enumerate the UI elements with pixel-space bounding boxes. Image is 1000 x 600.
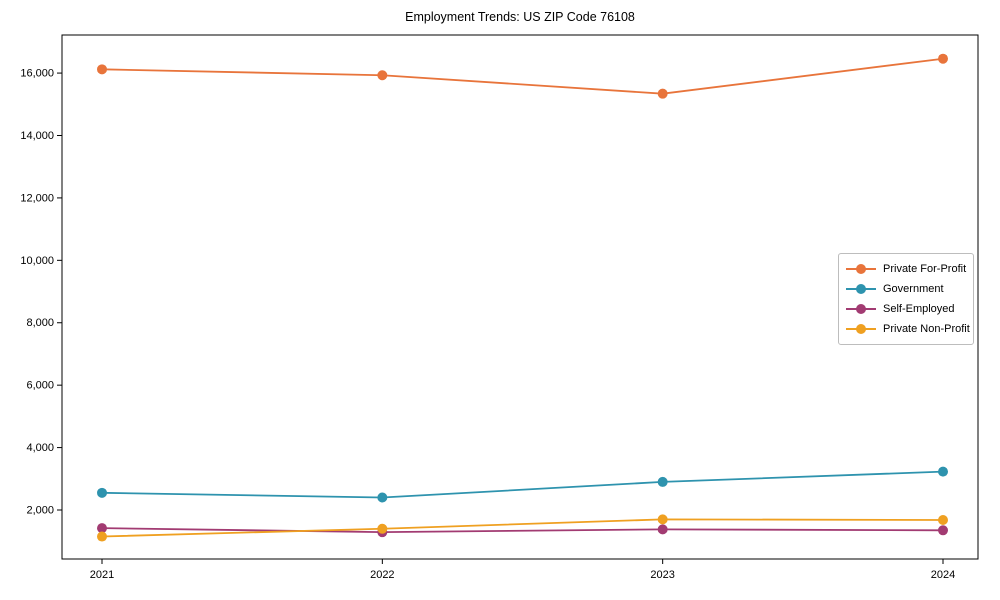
data-point-private-for-profit: [657, 88, 668, 99]
series-line-government: [101, 470, 944, 499]
data-point-private-for-profit: [97, 64, 107, 75]
y-tick-label: 12,000: [20, 192, 54, 204]
data-point-private-non-profit: [938, 514, 948, 525]
y-tick-label: 2,000: [26, 505, 54, 517]
legend-box: Private For-Profit Government Self-Employe…: [838, 253, 974, 345]
series-line-self-employed: [101, 527, 944, 534]
legend-item-self-employed: Self-Employed: [846, 299, 966, 319]
x-tick-label: 2021: [90, 569, 114, 581]
legend-item-government: Government: [846, 279, 966, 299]
legend-item-private-for-profit: Private For-Profit: [846, 259, 966, 279]
x-tick-label: 2023: [650, 569, 674, 581]
data-point-government: [377, 492, 388, 503]
legend-line-dot-marker: [846, 303, 876, 315]
data-point-government: [657, 476, 668, 487]
legend-line-dot-marker: [846, 263, 876, 275]
legend-line-dot-marker: [846, 323, 876, 335]
legend-label: Private Non-Profit: [883, 323, 970, 335]
data-point-self-employed: [97, 523, 107, 534]
legend-label: Self-Employed: [883, 303, 955, 315]
data-point-private-for-profit: [938, 53, 948, 64]
data-point-private-non-profit: [97, 531, 107, 542]
legend-label: Private For-Profit: [883, 263, 967, 275]
x-tick-label: 2024: [931, 569, 955, 581]
series-line-private-non-profit: [101, 518, 944, 538]
y-tick-label: 10,000: [20, 255, 54, 267]
chart-title: Employment Trends: US ZIP Code 76108: [405, 10, 635, 24]
data-point-self-employed: [938, 525, 948, 536]
y-tick-label: 14,000: [20, 130, 54, 142]
series-line-private-for-profit: [101, 57, 944, 95]
plot-border: [61, 34, 979, 560]
y-tick-label: 6,000: [26, 380, 54, 392]
y-tick-label: 4,000: [26, 442, 54, 454]
legend-label: Government: [883, 283, 944, 295]
data-point-private-non-profit: [657, 514, 668, 525]
y-tick-label: 16,000: [20, 68, 54, 80]
y-tick-label: 8,000: [26, 317, 54, 329]
data-point-private-for-profit: [377, 70, 388, 81]
legend-item-private-non-profit: Private Non-Profit: [846, 319, 970, 339]
data-point-self-employed: [657, 524, 668, 535]
data-point-private-non-profit: [377, 523, 388, 534]
data-point-government: [97, 487, 107, 498]
data-point-government: [938, 466, 948, 477]
x-tick-label: 2022: [370, 569, 394, 581]
legend-line-dot-marker: [846, 283, 876, 295]
